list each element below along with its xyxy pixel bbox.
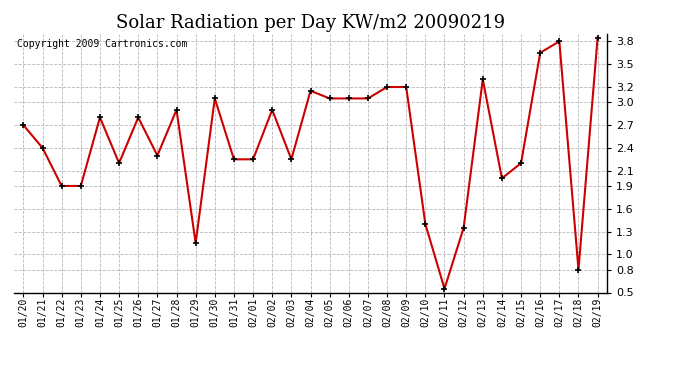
- Text: Copyright 2009 Cartronics.com: Copyright 2009 Cartronics.com: [17, 39, 187, 49]
- Title: Solar Radiation per Day KW/m2 20090219: Solar Radiation per Day KW/m2 20090219: [116, 14, 505, 32]
